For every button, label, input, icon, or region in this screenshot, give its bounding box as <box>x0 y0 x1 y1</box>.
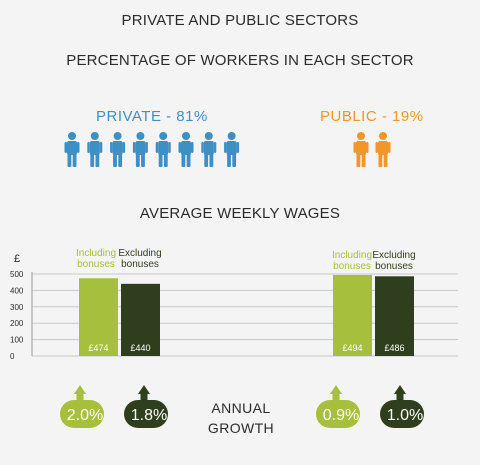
y-tick-labels: 0 100 200 300 400 500 <box>10 270 24 361</box>
legend-public-excluding: Excluding bonuses <box>372 250 416 272</box>
y-axis-unit: £ <box>14 253 20 265</box>
growth-private-excluding: 1.8% <box>124 385 168 428</box>
growth-badge-pill <box>316 400 360 428</box>
person-icon <box>201 132 217 167</box>
legend-private-including: Including bonuses <box>75 248 117 270</box>
growth-public-including: 0.9% <box>316 385 360 428</box>
growth-value: 1.0% <box>387 407 423 424</box>
bar-value-label: £440 <box>130 343 150 353</box>
growth-public-excluding: 1.0% <box>380 385 424 428</box>
bar <box>121 283 160 356</box>
growth-badges: 2.0% 1.8% 0.9% 1.0% <box>60 385 424 428</box>
growth-badge-pill <box>380 400 424 428</box>
person-icon <box>375 132 391 167</box>
y-tick-label: 300 <box>10 303 24 312</box>
person-icon <box>110 132 126 167</box>
person-icon <box>353 132 369 167</box>
person-icon <box>132 132 148 167</box>
bar-value-label: £474 <box>88 343 108 353</box>
y-tick-label: 200 <box>10 319 24 328</box>
arrow-up-icon <box>330 385 342 405</box>
bar-value-label: £494 <box>342 343 362 353</box>
public-person-icons <box>353 132 391 167</box>
growth-value: 1.8% <box>131 407 167 424</box>
wages-bar-chart: £ 0 100 200 300 400 500 £474 £440 £494 £486 <box>10 253 458 361</box>
growth-label-line2: GROWTH <box>207 420 275 436</box>
chart-bars: £474 £440 £494 £486 <box>79 274 414 356</box>
y-tick-label: 500 <box>10 270 24 279</box>
private-person-icons <box>64 132 240 167</box>
legend-public-including: Including bonuses <box>331 250 373 272</box>
person-icon <box>87 132 103 167</box>
page-title: PRIVATE AND PUBLIC SECTORS <box>121 12 359 29</box>
growth-label-line1: ANNUAL <box>211 400 271 416</box>
growth-badge-pill <box>124 400 168 428</box>
y-tick-label: 400 <box>10 286 24 295</box>
growth-value: 0.9% <box>323 407 359 424</box>
person-icons <box>64 132 391 167</box>
growth-private-including: 2.0% <box>60 385 104 428</box>
person-icon <box>155 132 171 167</box>
person-icon <box>178 132 194 167</box>
bar-value-label: £486 <box>384 343 404 353</box>
growth-badge-pill <box>60 400 104 428</box>
y-tick-label: 0 <box>10 352 15 361</box>
growth-label: ANNUAL GROWTH <box>191 398 291 438</box>
bar <box>375 276 414 356</box>
private-share-label: PRIVATE - 81% <box>96 108 208 125</box>
y-tick-label: 100 <box>10 336 24 345</box>
person-icon <box>64 132 80 167</box>
bar <box>333 274 372 356</box>
public-share-label: PUBLIC - 19% <box>320 108 424 125</box>
arrow-up-icon <box>138 385 150 405</box>
wages-title: AVERAGE WEEKLY WAGES <box>139 205 341 222</box>
arrow-up-icon <box>74 385 86 405</box>
bar <box>79 278 118 356</box>
person-icon <box>224 132 240 167</box>
growth-value: 2.0% <box>67 407 103 424</box>
legend-private-excluding: Excluding bonuses <box>118 248 162 270</box>
arrow-up-icon <box>394 385 406 405</box>
page-subtitle: PERCENTAGE OF WORKERS IN EACH SECTOR <box>66 52 414 69</box>
